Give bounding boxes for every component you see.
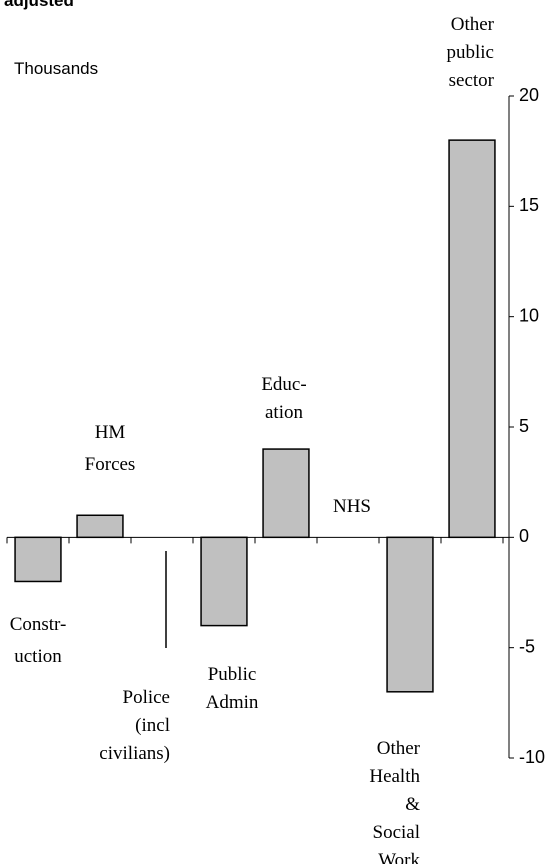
x-tick-label: HM Forces — [85, 422, 136, 475]
y-tick-label: 15 — [519, 195, 539, 215]
bar — [448, 139, 496, 539]
x-tick-label: Other public sector — [447, 14, 495, 91]
bar — [262, 448, 310, 539]
chart-title: adjusted — [4, 0, 74, 10]
x-tick-label: Constr-uction — [10, 614, 67, 667]
y-tick-label: 10 — [519, 305, 539, 325]
x-tick-label: Public Admin — [206, 664, 259, 713]
bar — [386, 536, 434, 693]
bar — [200, 536, 248, 627]
x-tick-label: Police (incl civilians) — [99, 687, 170, 764]
bar — [76, 514, 124, 539]
x-tick-label: Other Health & Social Work — [369, 738, 420, 864]
y-tick-label: -5 — [519, 636, 535, 656]
x-tick-label: Educ-ation — [261, 374, 306, 423]
bar — [14, 536, 62, 583]
x-tick-label: NHS — [333, 496, 371, 517]
y-axis-label: Thousands — [14, 59, 98, 78]
y-tick-label: 0 — [519, 526, 529, 546]
y-tick-label: 20 — [519, 85, 539, 105]
y-tick-label: -10 — [519, 747, 545, 767]
y-tick-label: 5 — [519, 416, 529, 436]
